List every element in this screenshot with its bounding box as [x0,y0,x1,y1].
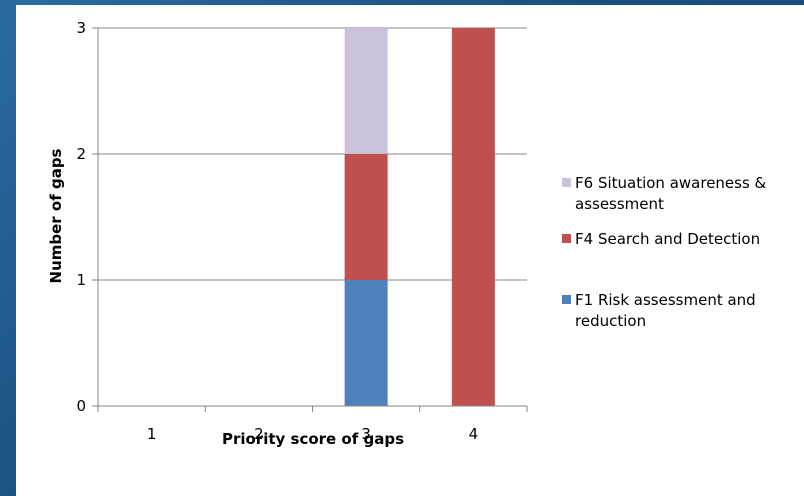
legend-label-0-0: F1 Risk assessment and [575,291,756,309]
y-tick-label-2: 2 [76,145,86,163]
legend-label-0-1: reduction [575,312,646,330]
x-tick-label-1: 1 [147,425,157,443]
legend-label-1-0: F4 Search and Detection [575,230,760,248]
bar-segment-3-s1 [344,154,388,280]
x-axis-title: Priority score of gaps [222,430,404,448]
y-tick-label-1: 1 [76,271,86,289]
y-tick-label-0: 0 [76,397,86,415]
legend-swatch-0 [562,295,571,304]
bar-segment-3-s2 [344,28,388,154]
bar-segment-4-s1 [451,28,495,406]
legend-label-2-1: assessment [575,195,664,213]
legend: F6 Situation awareness & assessment F4 Sea… [562,174,767,330]
axes: 0 1 2 3 1 2 3 4 [76,19,528,443]
legend-label-2-0: F6 Situation awareness & [575,174,767,192]
bars [344,28,495,406]
legend-swatch-2 [562,178,571,187]
chart-panel [16,5,804,496]
y-tick-label-3: 3 [76,19,86,37]
x-tick-label-2: 2 [254,425,264,443]
legend-swatch-1 [562,234,571,243]
x-tick-label-3: 3 [361,425,371,443]
x-tick-label-4: 4 [469,425,479,443]
y-axis-title: Number of gaps [47,148,65,283]
bar-segment-3-s0 [344,280,388,406]
